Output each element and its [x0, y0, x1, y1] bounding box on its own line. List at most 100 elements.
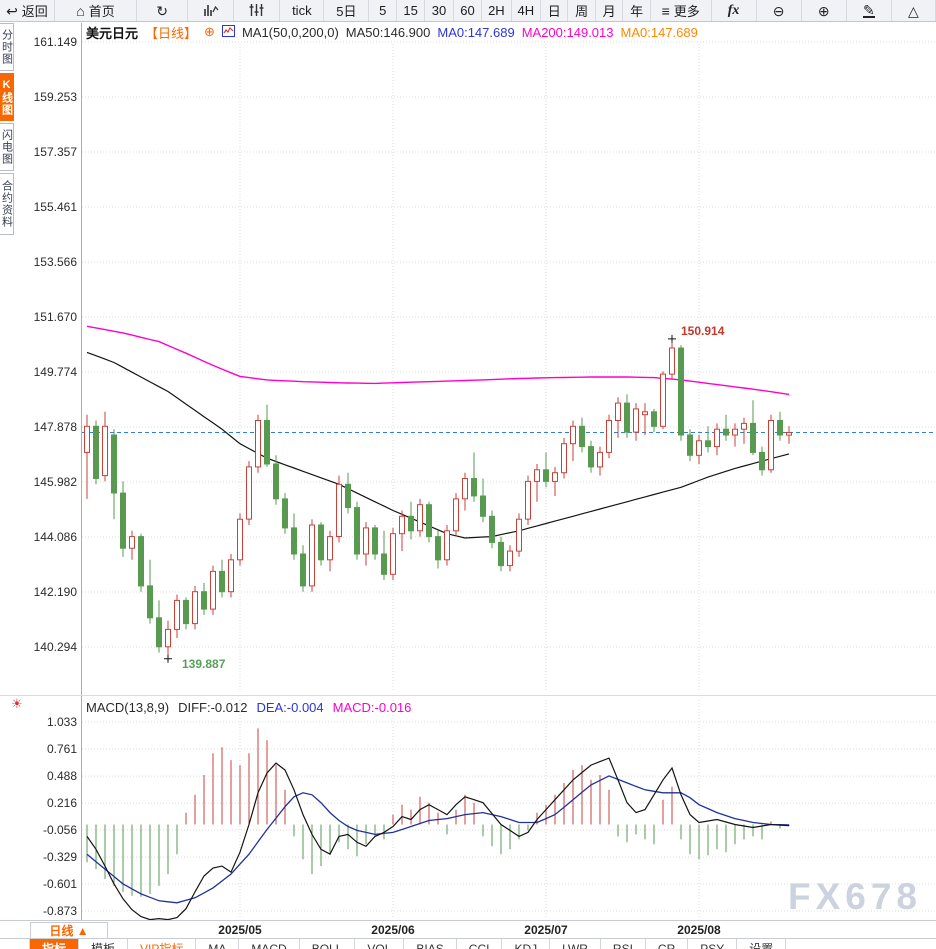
indicator-tab-MA[interactable]: MA	[196, 939, 240, 949]
svg-text:159.253: 159.253	[34, 90, 78, 104]
period-2h-button-label: 2H	[488, 3, 505, 18]
period-month-button[interactable]: 月	[596, 0, 624, 21]
zoom-in-icon: ⊕	[817, 2, 830, 19]
pencil-icon: ✎	[862, 1, 875, 18]
back-arrow-icon: ↩	[6, 2, 18, 19]
shapes-button[interactable]: △	[892, 0, 936, 21]
macd-diff-line	[86, 757, 790, 921]
more-button-label: 更多	[673, 4, 700, 19]
period-60m-button-label: 60	[460, 3, 475, 18]
period-4h-button[interactable]: 4H	[512, 0, 541, 21]
svg-text:147.878: 147.878	[34, 420, 78, 434]
indicator-tab-模板[interactable]: 模板	[79, 939, 129, 949]
candlestick-icon	[249, 3, 264, 19]
indicator-tab-设置[interactable]: 设置	[737, 939, 787, 949]
svg-text:140.294: 140.294	[34, 640, 78, 654]
ma50-line	[86, 351, 790, 539]
indicator-tab-VIP指标[interactable]: VIP指标	[128, 939, 197, 949]
period-day-button-label: 日	[547, 4, 561, 19]
home-button[interactable]: ⌂ 首页	[55, 0, 138, 21]
indicator-tab-BIAS[interactable]: BIAS	[404, 939, 457, 949]
indicator-tab-CR[interactable]: CR	[646, 939, 689, 949]
macd-diff-value: DIFF:-0.012	[178, 700, 248, 715]
fx678-watermark: FX678	[788, 876, 923, 917]
period-year-button-label: 年	[630, 4, 644, 19]
svg-text:144.086: 144.086	[34, 530, 78, 544]
low-annotation: 139.887	[164, 654, 226, 671]
back-button[interactable]: ↩ 返回	[0, 0, 55, 21]
indicator-tab-BOLL[interactable]: BOLL	[300, 939, 356, 949]
ma200-value: MA200:149.013	[521, 24, 614, 40]
symbol-name: 美元日元	[86, 25, 139, 41]
chart-type-icon[interactable]	[221, 24, 235, 40]
macd-dea-value: DEA:-0.004	[256, 700, 324, 715]
period-tag: 【日线】	[145, 25, 198, 41]
period-30m-button-label: 30	[431, 3, 447, 18]
svg-text:-0.056: -0.056	[43, 823, 77, 837]
indicator-tab-LWR[interactable]: LWR	[550, 939, 601, 949]
svg-text:0.488: 0.488	[47, 769, 77, 783]
tick-period-button[interactable]: tick	[280, 0, 325, 21]
macd-params-label: MACD(13,8,9)	[86, 700, 170, 715]
draw-button[interactable]: ✎	[847, 0, 892, 21]
period-day-button[interactable]: 日	[541, 0, 569, 21]
fx-icon: fx	[727, 2, 740, 18]
svg-text:-0.329: -0.329	[43, 850, 77, 864]
add-indicator-icon[interactable]: ⊕	[204, 24, 215, 39]
triangle-icon: △	[908, 2, 919, 19]
svg-text:1.033: 1.033	[47, 715, 77, 729]
svg-text:142.190: 142.190	[34, 585, 78, 599]
x-axis-label: 2025/08	[677, 923, 721, 937]
indicator-tab-RSI[interactable]: RSI	[601, 939, 646, 949]
tick-period-button-label: tick	[292, 3, 312, 18]
indicator-tab-KDJ[interactable]: KDJ	[502, 939, 551, 949]
x-axis-label: 2025/05	[218, 923, 262, 937]
x-axis-label: 2025/06	[371, 923, 415, 937]
more-button[interactable]: ≡ 更多	[651, 0, 712, 21]
svg-text:157.357: 157.357	[34, 145, 78, 159]
svg-text:150.914: 150.914	[681, 324, 725, 338]
macd-histogram	[86, 728, 790, 897]
zoom-out-icon: ⊖	[772, 2, 785, 19]
indicator-tab-MACD[interactable]: MACD	[239, 939, 300, 949]
line-chart-button[interactable]	[188, 0, 235, 21]
period-15m-button[interactable]: 15	[397, 0, 426, 21]
macd-grid: 1.033 0.761 0.488 0.216 -0.056 -0.329 -0.601 -0…	[43, 715, 936, 918]
indicator-tab-VOL[interactable]: VOL	[355, 939, 405, 949]
period-week-button[interactable]: 周	[568, 0, 596, 21]
period-60m-button[interactable]: 60	[454, 0, 483, 21]
sidebar-tab-3[interactable]: 闪电图	[0, 123, 14, 171]
zoom-out-button[interactable]: ⊖	[757, 0, 802, 21]
high-annotation: 150.914	[668, 324, 725, 343]
bottom-indicator-tabbar: 指标 模板 VIP指标 MA MACD BOLL VOL BIAS CCI KDJ LWR RSI CR…	[0, 938, 936, 949]
svg-text:153.566: 153.566	[34, 255, 78, 269]
period-2h-button[interactable]: 2H	[482, 0, 512, 21]
period-30m-button[interactable]: 30	[425, 0, 454, 21]
ma0-value-blue: MA0:147.689	[437, 24, 515, 40]
sidebar-tab-1[interactable]: 分时图	[0, 23, 14, 71]
sidebar-tab-4[interactable]: 合约资料	[0, 173, 14, 235]
svg-text:139.887: 139.887	[182, 657, 226, 671]
indicator-tab-CCI[interactable]: CCI	[457, 939, 503, 949]
period-4h-button-label: 4H	[517, 3, 535, 18]
period-5m-button[interactable]: 5	[369, 0, 397, 21]
svg-text:0.761: 0.761	[47, 742, 77, 756]
svg-text:0.216: 0.216	[47, 796, 77, 810]
period-month-button-label: 月	[602, 4, 616, 19]
candle-chart-button[interactable]	[234, 0, 281, 21]
top-toolbar: ↩ 返回 ⌂ 首页 ↻ tick 5日 5 15 30 60 2H 4H 日周月年 ≡ 更多 fx ⊖ ⊕ ✎ △	[0, 0, 936, 22]
period-5d-button[interactable]: 5日	[324, 0, 370, 21]
zoom-in-button[interactable]: ⊕	[802, 0, 847, 21]
sidebar-tab-2[interactable]: K线图	[0, 73, 14, 121]
period-selector-button[interactable]: 日线 ▲	[30, 922, 108, 939]
svg-text:149.774: 149.774	[34, 365, 78, 379]
main-chart-legend: 美元日元 【日线】 ⊕ MA1(50,0,200,0) MA50:146.900…	[86, 24, 698, 41]
macd-macd-value: MACD:-0.016	[332, 700, 412, 715]
period-year-button[interactable]: 年	[623, 0, 651, 21]
hot-indicator-icon[interactable]: ☀	[11, 696, 23, 711]
refresh-button[interactable]: ↻	[137, 0, 189, 21]
indicator-tab-PSY[interactable]: PSY	[688, 939, 738, 949]
indicator-fx-button[interactable]: fx	[712, 0, 757, 21]
indicator-tab-指标[interactable]: 指标	[30, 939, 80, 949]
